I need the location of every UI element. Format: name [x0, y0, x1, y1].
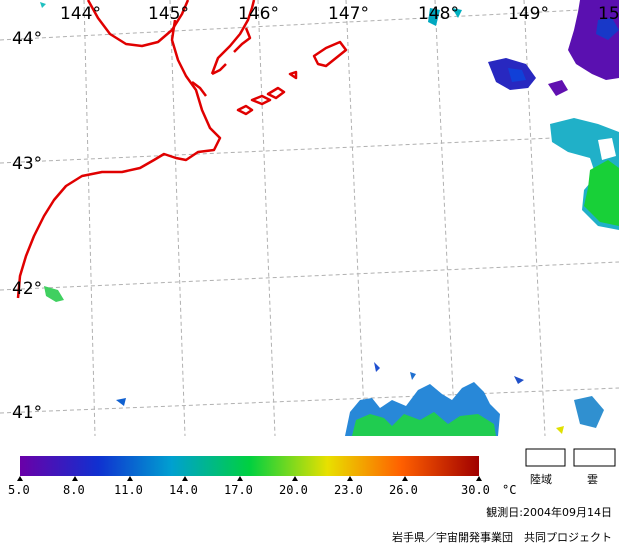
lat-label-43: 43° — [12, 154, 42, 174]
colorbar-tick-26: 26.0 — [389, 483, 418, 497]
observation-date: 観測日:2004年09月14日 — [486, 505, 612, 519]
project-credit: 岩手県／宇宙開発事業団 共同プロジェクト — [392, 530, 612, 544]
mask-legend: 陸域 雲 — [525, 448, 616, 486]
colorbar-tick-11: 11.0 — [114, 483, 143, 497]
lon-label-149: 149° — [508, 4, 549, 24]
lat-label-41: 41° — [12, 403, 42, 423]
lon-label-146: 146° — [238, 4, 279, 24]
longitude-labels: 144° 145° 146° 147° 148° 149° 15 — [60, 4, 619, 24]
cloud-label: 雲 — [587, 473, 598, 486]
lon-label-147: 147° — [328, 4, 369, 24]
colorbar-tick-30: 30.0 — [461, 483, 490, 497]
lat-label-42: 42° — [12, 279, 42, 299]
colorbar-tick-17: 17.0 — [224, 483, 253, 497]
colorbar-gradient — [20, 456, 479, 476]
coastline — [16, 0, 348, 299]
lat-label-44: 44° — [12, 29, 42, 49]
colorbar: 5.0 8.0 11.0 14.0 17.0 20.0 23.0 26.0 30… — [8, 456, 516, 497]
colorbar-tick-8: 8.0 — [63, 483, 85, 497]
colorbar-tick-20: 20.0 — [279, 483, 308, 497]
lon-label-150: 15 — [598, 4, 619, 24]
lon-label-148: 148° — [418, 4, 459, 24]
colorbar-tick-14: 14.0 — [169, 483, 198, 497]
lon-label-144: 144° — [60, 4, 101, 24]
colorbar-unit: °C — [502, 483, 516, 497]
colorbar-ticks — [17, 476, 482, 481]
land-label: 陸域 — [530, 473, 552, 486]
latitude-labels: 44° 43° 42° 41° — [12, 29, 42, 423]
land-swatch — [525, 448, 566, 467]
colorbar-tick-23: 23.0 — [334, 483, 363, 497]
graticule — [0, 0, 619, 437]
colorbar-tick-5: 5.0 — [8, 483, 30, 497]
cloud-swatch — [573, 448, 616, 467]
sst-data — [40, 0, 619, 436]
lon-label-145: 145° — [148, 4, 189, 24]
